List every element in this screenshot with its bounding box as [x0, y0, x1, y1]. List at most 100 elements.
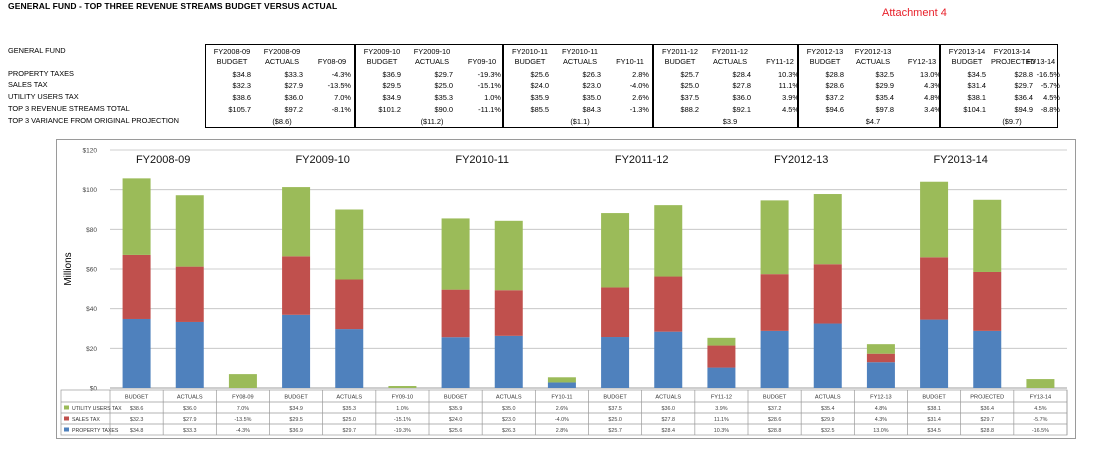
- x-tick-label: FY13-14: [1030, 395, 1051, 401]
- table-cell: $28.8: [825, 70, 845, 79]
- x-tick-label: BUDGET: [444, 395, 468, 401]
- data-label: $28.4: [662, 428, 676, 434]
- x-tick-label: FY12-13: [870, 395, 891, 401]
- legend-label: UTILITY USERS TAX: [72, 406, 122, 412]
- data-label: 1.0%: [396, 406, 408, 412]
- legend-label: SALES TAX: [72, 417, 100, 423]
- data-label: $25.7: [608, 428, 622, 434]
- table-cell: $84.3: [582, 105, 602, 114]
- data-label: -4.3%: [236, 428, 250, 434]
- x-tick-label: BUDGET: [284, 395, 308, 401]
- data-label: $24.0: [449, 417, 463, 423]
- bar-segment: [282, 256, 311, 315]
- data-label: $28.6: [768, 417, 782, 423]
- table-cell: $36.0: [284, 93, 304, 102]
- y-tick-label: $80: [86, 227, 97, 234]
- table-cell: $97.2: [284, 105, 304, 114]
- table-cell: 4.5%: [1043, 93, 1060, 102]
- bar-segment: [388, 386, 417, 388]
- data-label: $34.5: [927, 428, 941, 434]
- column-header: BUDGET: [514, 57, 546, 66]
- data-label: 7.0%: [237, 406, 249, 412]
- data-label: $27.8: [662, 417, 676, 423]
- column-header: BUDGET: [951, 57, 983, 66]
- bar-segment: [175, 195, 204, 267]
- column-header: FY10-11: [616, 57, 644, 66]
- data-label: 4.5%: [1034, 406, 1046, 412]
- row-label: TOP 3 VARIANCE FROM ORIGINAL PROJECTION: [8, 116, 179, 125]
- bar-segment: [335, 209, 364, 280]
- column-header: FY2008-09: [263, 47, 301, 56]
- table-cell: 11.1%: [778, 81, 799, 90]
- bar-segment: [441, 289, 470, 338]
- bar-segment: [654, 276, 683, 332]
- x-tick-label: ACTUALS: [496, 395, 522, 401]
- data-label: $27.9: [183, 417, 197, 423]
- table-cell: 4.8%: [924, 93, 941, 102]
- column-header: FY2013-14: [993, 47, 1031, 56]
- row-label: PROPERTY TAXES: [8, 69, 74, 78]
- data-label: $26.3: [502, 428, 516, 434]
- x-tick-label: ACTUALS: [336, 395, 362, 401]
- table-cell: $29.9: [875, 81, 895, 90]
- group-title: FY2013-14: [933, 154, 987, 166]
- data-label: 2.8%: [556, 428, 568, 434]
- data-label: $38.6: [130, 406, 144, 412]
- column-header: FY2011-12: [661, 47, 699, 56]
- column-header: PROJECTED: [991, 57, 1036, 66]
- column-header: ACTUALS: [855, 57, 891, 66]
- legend-key: [64, 405, 69, 410]
- bar-segment: [601, 213, 630, 288]
- bar-segment: [707, 345, 736, 368]
- table-cell: $29.7: [1014, 81, 1034, 90]
- summary-group: FY2012-13 BUDGET FY2012-13 ACTUALS FY12-13 $2…: [798, 44, 941, 128]
- bar-segment: [707, 367, 736, 388]
- data-label: $35.4: [821, 406, 835, 412]
- y-tick-label: $120: [83, 148, 98, 155]
- table-cell: $31.4: [967, 81, 987, 90]
- table-cell: $27.9: [284, 81, 304, 90]
- row-label: SALES TAX: [8, 80, 48, 89]
- bar-segment: [441, 218, 470, 290]
- column-header: FY2010-11: [561, 47, 599, 56]
- summary-group: FY2008-09 BUDGET FY2008-09 ACTUALS FY08-09 $3…: [205, 44, 355, 128]
- y-tick-label: $60: [86, 267, 97, 274]
- chart-frame: $0 $20 $40 $60 $80 $100 $120 Millions FY2008-09 F…: [56, 139, 1076, 439]
- data-label: $31.4: [927, 417, 941, 423]
- data-label: $35.9: [449, 406, 463, 412]
- legend-key: [64, 427, 69, 432]
- table-cell: $34.9: [382, 93, 402, 102]
- table-cell: $32.3: [232, 81, 252, 90]
- bar-segment: [920, 319, 949, 388]
- table-cell: -4.0%: [629, 81, 649, 90]
- data-label: $29.9: [821, 417, 835, 423]
- bar-segment: [335, 279, 364, 330]
- data-label: 10.3%: [714, 428, 729, 434]
- bar-segment: [494, 220, 523, 291]
- data-label: $25.0: [608, 417, 622, 423]
- table-cell: $24.0: [530, 81, 550, 90]
- data-label: $33.3: [183, 428, 197, 434]
- table-cell: -11.1%: [478, 105, 501, 114]
- column-header: FY12-13: [907, 57, 937, 66]
- table-cell: -16.5%: [1036, 70, 1060, 79]
- data-label: 4.3%: [875, 417, 887, 423]
- x-tick-label: BUDGET: [763, 395, 787, 401]
- row-label: UTILITY USERS TAX: [8, 92, 79, 101]
- bar-segment: [122, 254, 151, 319]
- data-label: $34.8: [130, 428, 144, 434]
- data-label: $25.6: [449, 428, 463, 434]
- data-label: $23.0: [502, 417, 516, 423]
- x-tick-label: FY08-09: [232, 395, 253, 401]
- table-cell: $25.6: [530, 70, 550, 79]
- table-cell: $36.9: [382, 70, 402, 79]
- table-cell: $25.0: [434, 81, 454, 90]
- bar-segment: [973, 330, 1002, 388]
- table-cell: -19.3%: [477, 70, 501, 79]
- bar-segment: [813, 323, 842, 388]
- column-header: FY2012-13: [854, 47, 892, 56]
- data-label: $28.8: [768, 428, 782, 434]
- data-label: $28.8: [981, 428, 995, 434]
- row-label: GENERAL FUND: [8, 46, 66, 55]
- table-cell: 13.0%: [920, 70, 941, 79]
